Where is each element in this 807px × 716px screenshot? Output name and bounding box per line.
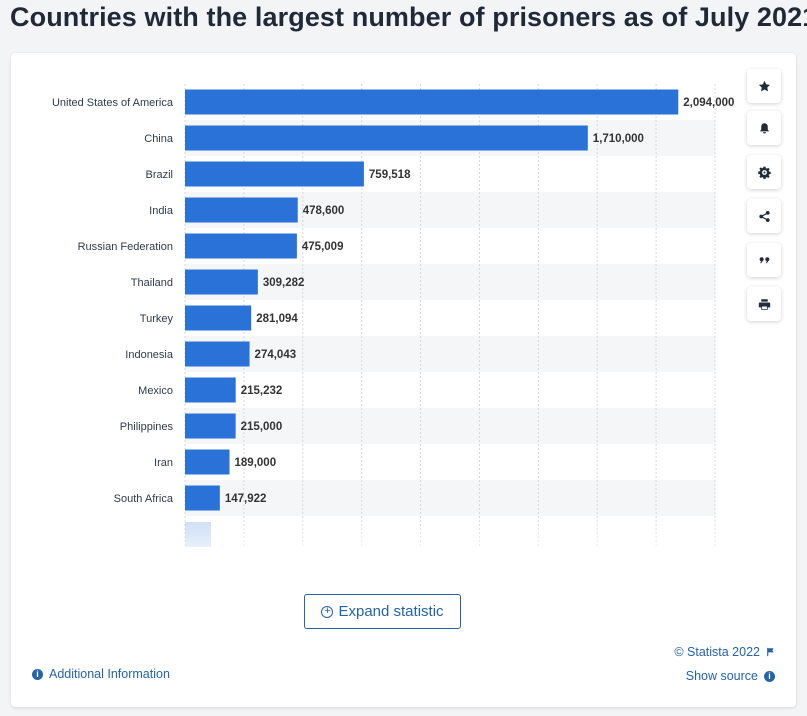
row-band — [185, 336, 715, 372]
cite-button[interactable] — [747, 243, 781, 277]
page-title: Countries with the largest number of pri… — [10, 2, 807, 32]
category-label: Russian Federation — [78, 241, 173, 253]
gear-icon — [757, 166, 771, 179]
data-label: 1,710,000 — [593, 133, 644, 145]
data-label: 274,043 — [255, 349, 297, 361]
share-icon — [758, 210, 770, 222]
category-label: Thailand — [131, 277, 173, 289]
category-label: India — [149, 205, 174, 217]
category-label: Indonesia — [125, 349, 174, 361]
bar[interactable] — [185, 485, 220, 511]
data-label: 281,094 — [256, 313, 298, 325]
star-icon — [758, 80, 770, 91]
category-label: United States of America — [52, 97, 174, 109]
data-label: 478,600 — [303, 205, 345, 217]
print-button[interactable] — [747, 287, 781, 321]
additional-information-link[interactable]: i Additional Information — [32, 667, 170, 681]
category-label: Brazil — [145, 169, 173, 181]
bar[interactable] — [185, 233, 297, 259]
expand-statistic-label: Expand statistic — [338, 603, 444, 620]
bar[interactable] — [185, 89, 679, 115]
bar-chart: United States of America 2,094,000 China 1,… — [11, 84, 751, 571]
data-label: 215,000 — [241, 421, 283, 433]
data-label: 309,282 — [263, 277, 305, 289]
info-icon: i — [32, 668, 43, 680]
fade-overlay — [11, 516, 751, 571]
plus-circle-icon: + — [321, 605, 334, 618]
category-label: Iran — [154, 457, 173, 469]
credit-label: © Statista 2022 — [674, 645, 760, 659]
bar[interactable] — [185, 449, 230, 475]
bar[interactable] — [185, 161, 364, 187]
show-source-label: Show source — [685, 669, 758, 683]
category-label: Philippines — [120, 421, 174, 433]
row-band — [185, 264, 715, 300]
data-label: 2,094,000 — [683, 97, 734, 109]
quote-icon — [759, 256, 769, 263]
chart-card: United States of America 2,094,000 China 1,… — [11, 53, 796, 707]
info-icon: i — [764, 670, 775, 682]
notification-button[interactable] — [747, 111, 781, 145]
category-label: South Africa — [114, 493, 174, 505]
category-label: China — [144, 133, 174, 145]
flag-icon[interactable] — [766, 647, 775, 657]
category-label: Mexico — [138, 385, 173, 397]
additional-information-label: Additional Information — [49, 667, 170, 681]
bar[interactable] — [185, 305, 252, 331]
row-band — [185, 480, 715, 516]
row-band — [185, 408, 715, 444]
expand-statistic-button[interactable]: + Expand statistic — [304, 594, 461, 629]
data-label: 759,518 — [369, 169, 411, 181]
show-source-link[interactable]: Show source i — [686, 669, 775, 683]
bar[interactable] — [185, 341, 250, 367]
bar[interactable] — [185, 197, 298, 223]
bar[interactable] — [185, 269, 258, 295]
favorite-button[interactable] — [747, 69, 781, 103]
bell-icon — [759, 122, 769, 134]
share-button[interactable] — [747, 199, 781, 233]
settings-button[interactable] — [747, 155, 781, 189]
bar[interactable] — [185, 125, 588, 151]
bar[interactable] — [185, 413, 236, 439]
data-label: 215,232 — [241, 385, 283, 397]
data-label: 475,009 — [302, 241, 344, 253]
bar[interactable] — [185, 377, 236, 403]
data-label: 147,922 — [225, 493, 267, 505]
category-label: Turkey — [140, 313, 174, 325]
data-label: 189,000 — [235, 457, 277, 469]
statista-credit: © Statista 2022 — [674, 645, 775, 659]
print-icon — [758, 298, 770, 310]
